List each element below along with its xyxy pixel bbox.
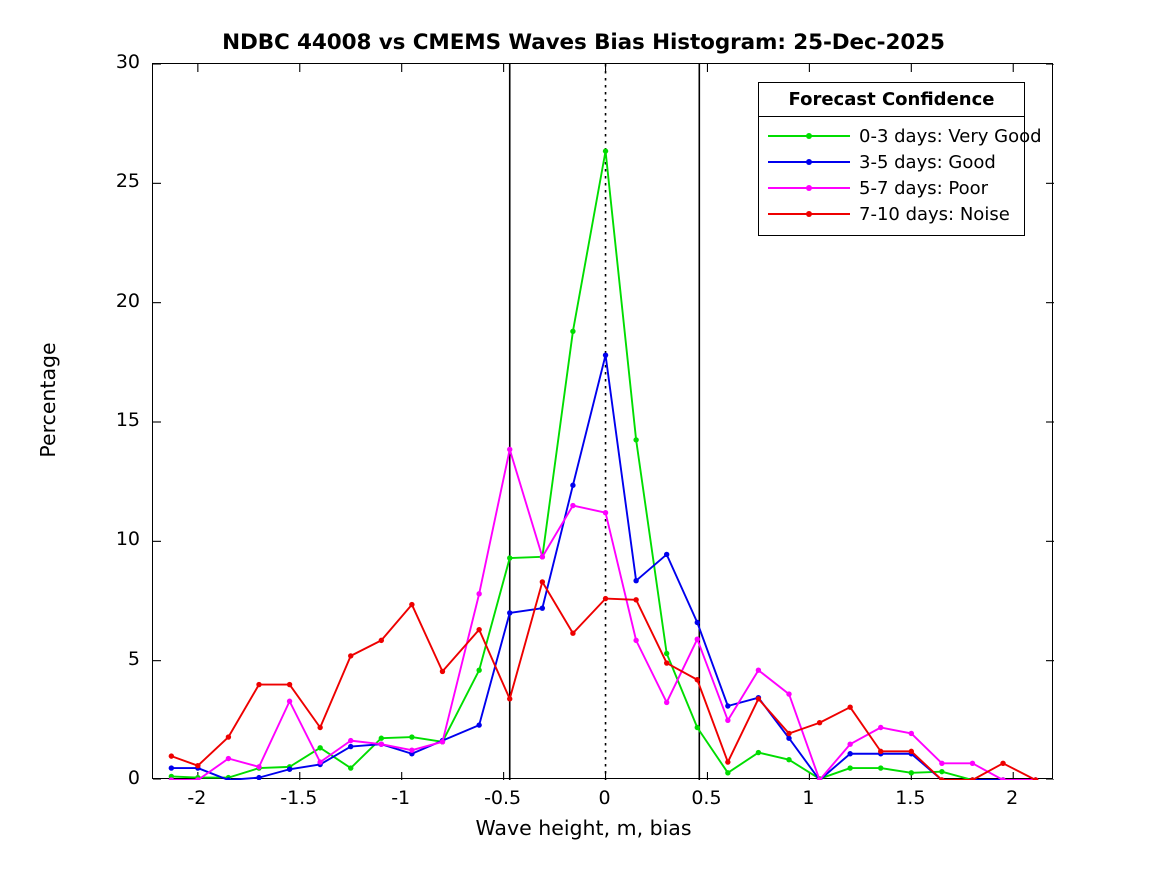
x-tick-label: 1 bbox=[802, 787, 815, 809]
legend: Forecast Confidence 0-3 days: Very Good 3… bbox=[758, 82, 1042, 236]
series-line-1 bbox=[168, 352, 1039, 780]
series-line-0 bbox=[168, 148, 1039, 780]
legend-line-swatch-icon bbox=[768, 207, 850, 221]
legend-line-swatch-icon bbox=[768, 155, 850, 169]
y-tick-label: 20 bbox=[115, 289, 140, 312]
legend-item-2[interactable]: 5-7 days: Poor bbox=[759, 175, 1024, 201]
y-tick-label: 25 bbox=[115, 170, 140, 193]
y-tick-label: 0 bbox=[127, 767, 140, 789]
legend-item-1[interactable]: 3-5 days: Good bbox=[759, 149, 1024, 175]
legend-item-label: 5-7 days: Poor bbox=[859, 177, 989, 199]
legend-items: 0-3 days: Very Good 3-5 days: Good 5-7 day… bbox=[759, 117, 1042, 235]
plot-canvas bbox=[153, 64, 1054, 780]
y-tick-label: 15 bbox=[115, 409, 140, 431]
x-tick-label: 0 bbox=[598, 787, 611, 809]
legend-item-label: 0-3 days: Very Good bbox=[859, 125, 1042, 147]
legend-line-swatch-icon bbox=[768, 129, 850, 143]
y-axis-title: Percentage bbox=[36, 342, 60, 458]
x-tick-label: 1.5 bbox=[895, 787, 926, 809]
x-tick-label: -0.5 bbox=[484, 787, 522, 809]
x-tick-label: 2 bbox=[1006, 787, 1019, 809]
y-tick-label: 30 bbox=[115, 51, 140, 73]
legend-title: Forecast Confidence bbox=[759, 83, 1024, 117]
chart-title: NDBC 44008 vs CMEMS Waves Bias Histogram… bbox=[222, 30, 945, 55]
x-tick-label: -2 bbox=[187, 787, 207, 809]
series-line-3 bbox=[168, 579, 1039, 780]
x-tick-label: -1.5 bbox=[280, 787, 318, 809]
x-axis-title: Wave height, m, bias bbox=[475, 816, 692, 840]
y-tick-label: 10 bbox=[115, 528, 140, 551]
axis-ticks bbox=[153, 64, 1054, 780]
legend-item-label: 7-10 days: Noise bbox=[859, 203, 1010, 225]
legend-item-label: 3-5 days: Good bbox=[859, 151, 996, 173]
series-line-2 bbox=[168, 446, 1039, 780]
legend-item-3[interactable]: 7-10 days: Noise bbox=[759, 201, 1024, 227]
x-tick-label: -1 bbox=[391, 787, 411, 809]
legend-item-0[interactable]: 0-3 days: Very Good bbox=[759, 123, 1042, 149]
y-tick-label: 5 bbox=[127, 647, 140, 670]
legend-line-swatch-icon bbox=[768, 181, 850, 195]
x-tick-label: 0.5 bbox=[691, 787, 722, 809]
